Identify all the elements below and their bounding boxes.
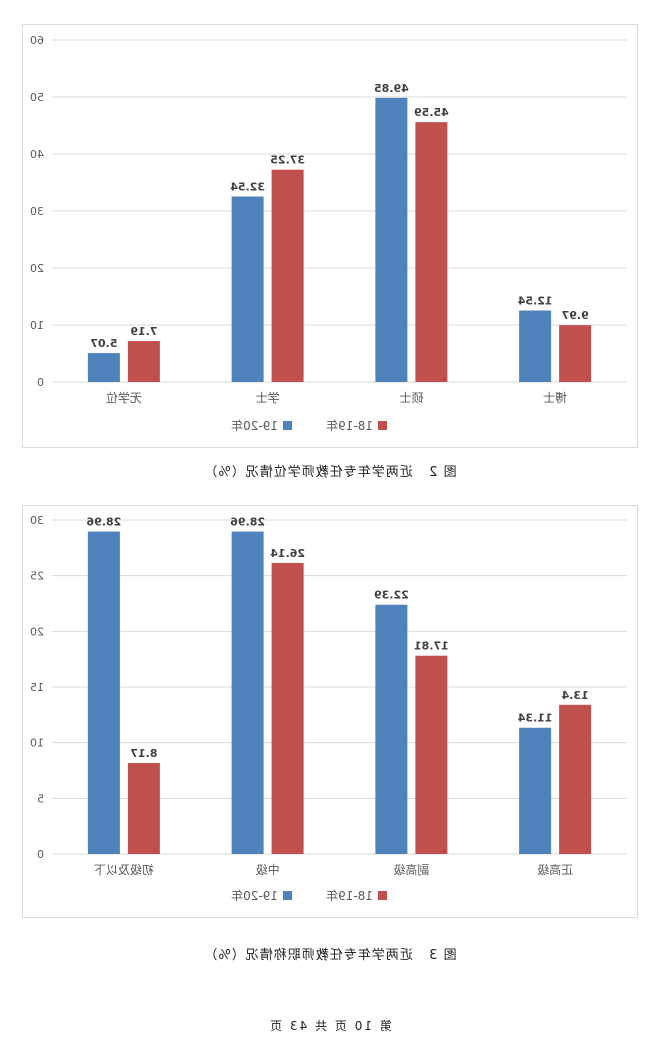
data-label-s1-3: 7.19 [130,325,157,338]
data-label-s1-3: 8.17 [130,747,157,760]
bar-s1-2 [271,562,304,854]
caption-title-rank: 图 3 近两学年专任教师职称情况（%） [0,944,660,963]
chart-title-rank: 0 5 10 15 20 25 30 13.4 11.34 正高级 17.81 22.39 副高级 26.… [22,505,638,918]
data-label-s2-1: 49.85 [374,82,409,95]
data-label-s2-3: 28.96 [86,516,121,529]
bar-s1-0 [559,325,592,382]
caption-degree-fig: 图 2 [428,465,457,480]
caption-title-rank-fig: 图 3 [428,948,457,963]
bar-s1-3 [127,763,160,854]
data-label-s2-2: 32.54 [230,181,265,194]
y-tick-label-3: 15 [30,681,44,694]
legend-swatch-0 [378,891,387,900]
bar-s1-1 [415,655,448,854]
data-label-s1-0: 9.97 [562,309,589,322]
category-label-1: 副高级 [393,862,429,877]
y-tick-label-3: 30 [30,205,44,218]
data-label-s2-0: 12.54 [517,295,552,308]
bar-s2-2 [231,531,264,854]
data-label-s2-3: 5.07 [90,337,117,350]
category-label-0: 博士 [543,390,567,405]
y-tick-label-2: 20 [30,262,44,275]
legend-label-1: 19-20年 [231,419,278,433]
data-label-s1-1: 45.59 [414,106,449,119]
chart-degree-svg: 0 10 20 30 40 50 60 9.97 12.54 博士 45.59 49.85 硕士 37.2… [30,34,627,433]
y-tick-label-1: 10 [30,319,44,332]
bar-s2-1 [375,97,408,382]
y-tick-label-2: 10 [30,737,44,750]
y-tick-label-6: 30 [30,514,44,527]
category-label-2: 中级 [256,862,280,877]
data-label-s2-0: 11.34 [517,712,552,725]
bar-s1-1 [415,122,448,383]
category-label-2: 学士 [256,390,280,405]
page-footer: 第 10 页 共 43 页 [268,1019,392,1033]
bar-s2-2 [231,196,264,382]
y-tick-label-4: 40 [30,148,44,161]
data-label-s1-2: 26.14 [270,547,305,560]
caption-degree: 图 2 近两学年专任教师学位情况（%） [0,461,660,480]
bar-s2-3 [87,531,120,854]
data-label-s2-2: 28.96 [230,516,265,529]
category-label-1: 硕士 [399,391,423,405]
bar-s1-2 [271,169,304,382]
y-tick-label-0: 0 [37,376,44,389]
category-label-3: 无学位 [106,390,142,405]
bar-s2-0 [519,310,552,382]
legend-swatch-0 [378,421,387,430]
data-label-s2-1: 22.39 [374,589,409,602]
legend-swatch-1 [283,891,292,900]
chart-title-rank-svg: 0 5 10 15 20 25 30 13.4 11.34 正高级 17.81 22.39 副高级 26.… [30,514,627,903]
data-label-s1-0: 13.4 [561,689,588,702]
data-label-s1-2: 37.25 [270,154,305,167]
y-tick-label-5: 50 [30,91,44,104]
caption-title-rank-text: 近两学年专任教师职称情况（%） [203,948,413,963]
legend-label-1: 19-20年 [231,889,278,903]
legend-label-0: 18-19年 [326,419,373,433]
bar-s2-3 [87,353,120,382]
y-tick-label-0: 0 [37,848,44,861]
bar-s2-1 [375,604,408,854]
bar-s1-0 [559,704,592,854]
caption-degree-text: 近两学年专任教师学位情况（%） [203,465,413,480]
category-label-0: 正高级 [537,862,573,877]
chart-degree: 0 10 20 30 40 50 60 9.97 12.54 博士 45.59 49.85 硕士 37.2… [22,24,638,448]
y-tick-label-5: 25 [30,570,44,583]
legend-swatch-1 [283,421,292,430]
legend-label-0: 18-19年 [326,889,373,903]
data-label-s1-1: 17.81 [414,640,449,653]
y-tick-label-6: 60 [30,34,44,47]
y-tick-label-4: 20 [30,625,44,638]
y-tick-label-1: 5 [37,792,44,805]
category-label-3: 初级及以下 [94,863,154,877]
bar-s1-3 [127,341,160,382]
bar-s2-0 [519,727,552,854]
